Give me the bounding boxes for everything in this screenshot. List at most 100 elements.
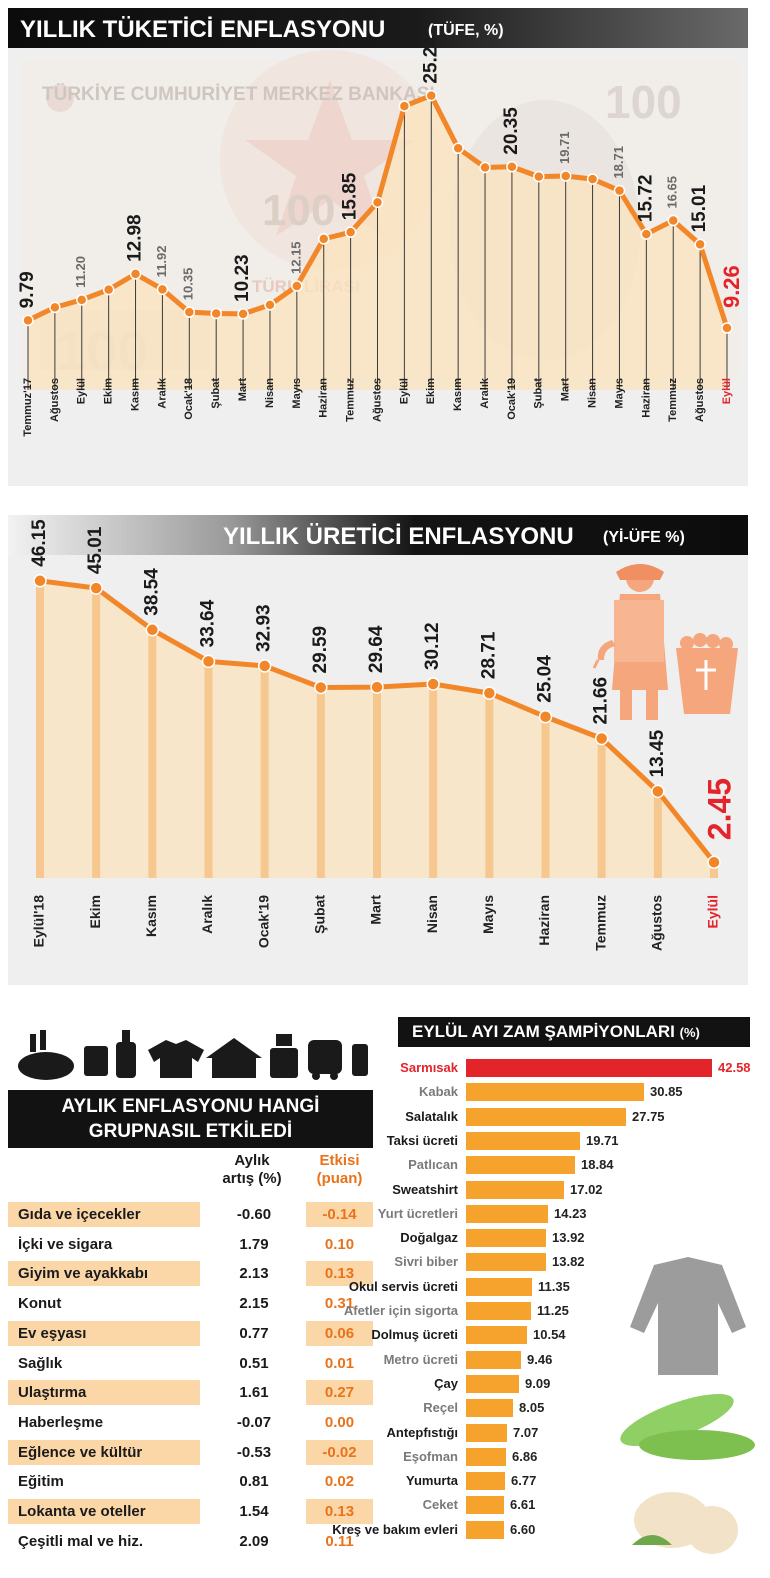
data-point bbox=[667, 214, 679, 227]
tick-label: Ekim bbox=[87, 895, 103, 928]
row-value: 1.79 bbox=[239, 1235, 269, 1253]
data-point bbox=[49, 301, 61, 314]
row-shade bbox=[8, 1202, 200, 1227]
bar-category-label: Patlıcan bbox=[408, 1157, 458, 1173]
bus-icon bbox=[308, 1040, 342, 1080]
row-label: Haberleşme bbox=[18, 1413, 104, 1431]
bar-value-label: 10.54 bbox=[533, 1327, 566, 1343]
data-point bbox=[210, 307, 222, 320]
bar bbox=[466, 1107, 626, 1126]
data-label: 15.85 bbox=[340, 172, 361, 220]
tick-label: Aralık bbox=[156, 377, 168, 408]
row-effect: -0.02 bbox=[322, 1443, 357, 1461]
bar-row: Yurt ücretleri 14.23 bbox=[378, 1203, 758, 1225]
row-value: -0.60 bbox=[236, 1206, 272, 1223]
row-effect: 0.13 bbox=[324, 1265, 355, 1283]
banknote-number-top: 100 bbox=[605, 76, 682, 128]
banknote-number-mid: 100 bbox=[262, 186, 335, 235]
data-point bbox=[129, 268, 142, 280]
row-label: Ulaştırma bbox=[18, 1384, 87, 1402]
data-label: 32.93 bbox=[254, 604, 275, 652]
data-label: 29.59 bbox=[310, 626, 331, 674]
bar-category-label: Dolmuş ücreti bbox=[371, 1327, 458, 1343]
data-label: 11.92 bbox=[154, 246, 169, 278]
row-value: 2.15 bbox=[239, 1295, 269, 1313]
data-label: 15.72 bbox=[635, 175, 656, 223]
bar-value-label: 6.60 bbox=[510, 1521, 536, 1537]
row-label: İçki ve sigara bbox=[18, 1235, 113, 1253]
tick-label: Haziran bbox=[640, 378, 652, 418]
table-row: Sağlık 0.51 0.01 bbox=[8, 1349, 373, 1378]
bar-category-label: Kreş ve bakım evleri bbox=[332, 1521, 458, 1537]
row-effect: -0.14 bbox=[322, 1206, 357, 1223]
bar bbox=[466, 1447, 506, 1466]
tufe-subtitle: (TÜFE, %) bbox=[428, 22, 504, 39]
data-point bbox=[594, 731, 609, 746]
bar-row: Sweatshirt 17.02 bbox=[392, 1179, 758, 1201]
row-shade bbox=[306, 1261, 373, 1287]
tick-label: Eylül bbox=[705, 895, 721, 928]
bar-value-label: 30.85 bbox=[650, 1084, 683, 1100]
bar bbox=[466, 1423, 507, 1442]
yiufe-chart: 46.15 45.01 38.54 33.64 32.93 29.59 29.64 30.12… bbox=[29, 519, 738, 951]
data-point bbox=[237, 308, 249, 320]
data-label: 10.35 bbox=[181, 268, 196, 301]
bar-value-label: 7.07 bbox=[513, 1424, 539, 1440]
tufe-header: YILLIK TÜKETİCİ ENFLASYONU (TÜFE, %) bbox=[8, 8, 748, 48]
tick-label: Ocak'19 bbox=[255, 895, 271, 948]
row-shade bbox=[306, 1499, 373, 1524]
row-value: -0.07 bbox=[236, 1413, 272, 1431]
bar bbox=[466, 1374, 519, 1393]
bar-value-label: 19.71 bbox=[586, 1132, 619, 1148]
bar-row: Taksi ücreti 19.71 bbox=[387, 1130, 758, 1152]
row-effect: 0.02 bbox=[324, 1473, 355, 1491]
tick-label: Mart bbox=[368, 895, 384, 925]
table-row: Eğitim 0.81 0.02 bbox=[8, 1467, 373, 1496]
row-value: 0.77 bbox=[239, 1324, 269, 1342]
row-label: Eğitim bbox=[18, 1473, 64, 1491]
data-label: 2.45 bbox=[701, 778, 737, 840]
bar-row: Okul servis ücreti 11.35 bbox=[349, 1276, 758, 1298]
row-label: Konut bbox=[18, 1295, 62, 1313]
banknote-bank-text: TÜRKİYE CUMHURİYET MERKEZ BANKASI bbox=[42, 84, 435, 105]
bar-value-label: 6.61 bbox=[510, 1497, 536, 1513]
data-point bbox=[156, 283, 169, 296]
bar-row: Dolmuş ücreti 10.54 bbox=[371, 1324, 758, 1346]
tick-label: Temmuz bbox=[592, 895, 608, 951]
bar-row: Ceket 6.61 bbox=[398, 1494, 758, 1516]
data-point bbox=[344, 226, 357, 238]
tick-label: Haziran bbox=[318, 378, 330, 418]
row-shade bbox=[8, 1499, 200, 1524]
tick-label: Ekim bbox=[425, 378, 437, 405]
bar-value-label: 9.46 bbox=[527, 1351, 553, 1367]
data-label: 12.98 bbox=[125, 214, 146, 262]
bar-row: Antepfıstığı 7.07 bbox=[387, 1422, 758, 1444]
data-label: 9.26 bbox=[719, 265, 744, 308]
food-icon bbox=[18, 1030, 74, 1080]
data-point bbox=[721, 322, 733, 334]
data-label: 15.01 bbox=[689, 184, 710, 232]
row-shade bbox=[306, 1202, 373, 1227]
tick-label: Eylül bbox=[76, 378, 88, 404]
tick-label: Mayıs bbox=[613, 378, 625, 409]
bar-row: Kreş ve bakım evleri 6.60 bbox=[332, 1519, 758, 1541]
col2-header-line1: Etkisi bbox=[319, 1152, 360, 1169]
row-value: 0.51 bbox=[239, 1354, 269, 1372]
row-shade bbox=[8, 1380, 200, 1406]
row-label: Lokanta ve oteller bbox=[18, 1503, 146, 1520]
tick-label: Şubat bbox=[312, 895, 328, 934]
tick-label: Nisan bbox=[264, 378, 276, 408]
table-row: Ev eşyası 0.77 0.06 bbox=[8, 1319, 373, 1348]
data-point bbox=[559, 170, 572, 182]
data-point bbox=[694, 238, 706, 251]
bar bbox=[466, 1399, 513, 1418]
bar-category-label: Ceket bbox=[422, 1497, 458, 1513]
bar-category-label: Sivri biber bbox=[394, 1254, 458, 1270]
phone-icon bbox=[352, 1044, 368, 1076]
bar-value-label: 18.84 bbox=[581, 1157, 614, 1173]
tick-label: Temmuz'17 bbox=[22, 378, 34, 437]
tick-label: Mayıs bbox=[480, 895, 496, 934]
tick-label: Kasım bbox=[452, 378, 464, 411]
bar bbox=[466, 1229, 546, 1248]
bar-value-label: 13.82 bbox=[552, 1254, 585, 1270]
